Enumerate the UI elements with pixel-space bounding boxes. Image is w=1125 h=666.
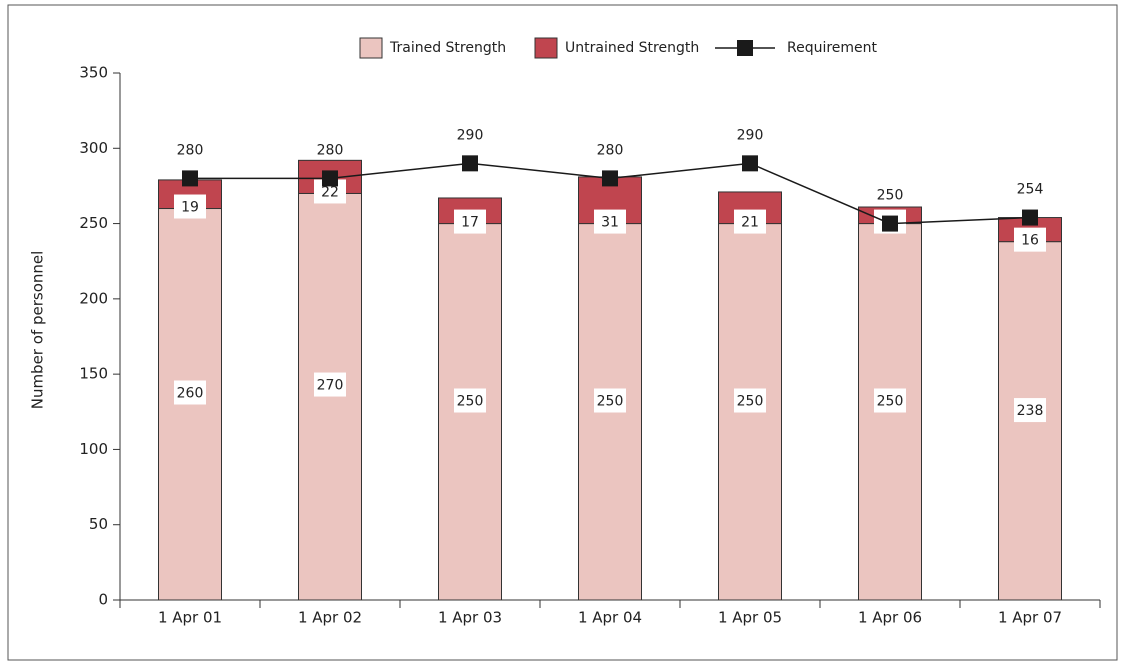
data-label-text: 31 [601, 215, 619, 231]
data-label: 250 [734, 388, 766, 413]
x-tick-label: 1 Apr 07 [998, 609, 1062, 627]
frame [7, 4, 1118, 661]
data-label: 250 [594, 388, 626, 413]
data-label-box [454, 209, 486, 234]
legend-label: Trained Strength [389, 40, 506, 56]
line-marker [462, 155, 478, 172]
legend-swatch [359, 37, 383, 59]
y-tick-label: 100 [79, 440, 108, 458]
data-label: 31 [594, 209, 626, 234]
data-label-text: 250 [457, 393, 484, 409]
x-tick-label: 1 Apr 01 [158, 609, 222, 627]
data-label-text: 22 [321, 184, 339, 200]
data-label: 254 [1017, 182, 1044, 198]
data-label-box [874, 388, 906, 413]
legend-label: Untrained Strength [565, 40, 699, 56]
data-label-text: 270 [317, 378, 344, 394]
data-label-text: 21 [741, 215, 759, 231]
line-marker [882, 215, 898, 232]
data-label-text: 250 [737, 393, 764, 409]
data-label-text: 17 [461, 215, 479, 231]
x-tick-label: 1 Apr 03 [438, 609, 502, 627]
data-label-box [314, 372, 346, 397]
data-label: 260 [174, 380, 206, 405]
x-tick-label: 1 Apr 04 [578, 609, 642, 627]
line-marker [602, 170, 618, 187]
data-label: 250 [874, 388, 906, 413]
data-label: 250 [454, 388, 486, 413]
data-label-box [734, 388, 766, 413]
x-tick-label: 1 Apr 06 [858, 609, 922, 627]
data-label: 270 [314, 372, 346, 397]
y-tick-label: 350 [79, 64, 108, 82]
x-tick-label: 1 Apr 02 [298, 609, 362, 627]
data-label: 250 [877, 188, 904, 204]
data-label: 290 [737, 127, 764, 143]
line-marker [1022, 209, 1038, 226]
y-tick-label: 250 [79, 214, 108, 232]
data-label-text: 250 [597, 393, 624, 409]
y-tick-label: 50 [89, 515, 108, 533]
legend-swatch [737, 40, 753, 56]
y-tick-label: 300 [79, 139, 108, 157]
legend-swatch [534, 37, 558, 59]
data-label-box [454, 388, 486, 413]
data-label-box [1014, 227, 1046, 252]
y-tick-label: 150 [79, 365, 108, 383]
y-tick-label: 200 [79, 289, 108, 307]
data-label: 22 [314, 179, 346, 204]
data-label-box [1014, 398, 1046, 423]
data-label: 16 [1014, 227, 1046, 252]
y-axis-title: Number of personnel [29, 251, 47, 410]
data-label-text: 16 [1021, 233, 1039, 249]
bar [298, 192, 362, 601]
line-marker [322, 170, 338, 187]
data-label-box [594, 209, 626, 234]
line-marker [182, 170, 198, 187]
data-label: 280 [317, 142, 344, 158]
y-tick-label: 0 [98, 591, 108, 609]
data-label-text: 250 [877, 393, 904, 409]
data-label: 19 [174, 194, 206, 219]
data-label-text: 238 [1017, 403, 1044, 419]
data-label: 280 [597, 142, 624, 158]
data-label-box [174, 194, 206, 219]
data-label: 21 [734, 209, 766, 234]
data-label-box [174, 380, 206, 405]
data-label: 238 [1014, 398, 1046, 423]
data-label: 17 [454, 209, 486, 234]
data-label-text: 19 [181, 200, 199, 216]
data-label-box [594, 388, 626, 413]
data-label-text: 260 [177, 386, 204, 402]
data-label-box [734, 209, 766, 234]
legend-label: Requirement [787, 40, 878, 56]
data-label: 290 [457, 127, 484, 143]
line-marker [742, 155, 758, 172]
x-tick-label: 1 Apr 05 [718, 609, 782, 627]
data-label: 280 [177, 142, 204, 158]
